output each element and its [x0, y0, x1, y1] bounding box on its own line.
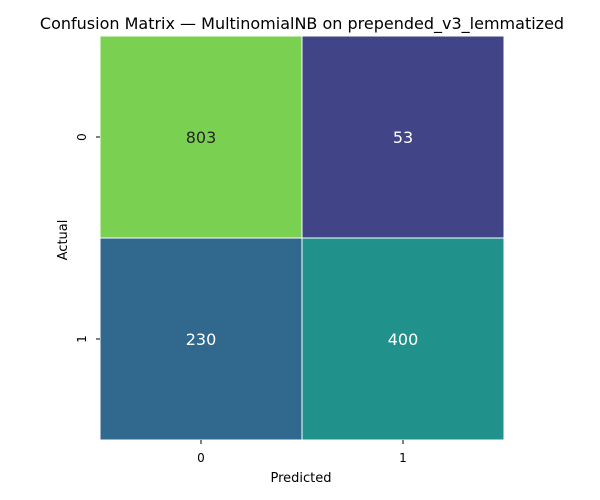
- cell-value-label-1-1: 400: [388, 330, 419, 349]
- x-axis-label: Predicted: [270, 471, 331, 486]
- y-axis-label: Actual: [56, 220, 71, 261]
- heatmap-cell-0-0: [99, 35, 303, 239]
- chart-title: Confusion Matrix — MultinomialNB on prep…: [40, 14, 564, 34]
- heatmap-cell-1-0: [99, 237, 303, 441]
- y-tick-label-0: 0: [75, 133, 89, 141]
- x-tick-label-1: 1: [399, 451, 407, 465]
- heatmap-cell-0-1: [301, 35, 505, 239]
- cell-value-label-1-0: 230: [186, 330, 217, 349]
- heatmap-cell-1-1: [301, 237, 505, 441]
- y-tick-label-1: 1: [75, 335, 89, 343]
- heatmap-cells: 803 53 230 400: [99, 35, 505, 441]
- x-tick-label-0: 0: [197, 451, 205, 465]
- cell-value-label-0-0: 803: [186, 128, 217, 147]
- y-axis-ticks: 01: [75, 133, 100, 343]
- cell-value-label-0-1: 53: [393, 128, 413, 147]
